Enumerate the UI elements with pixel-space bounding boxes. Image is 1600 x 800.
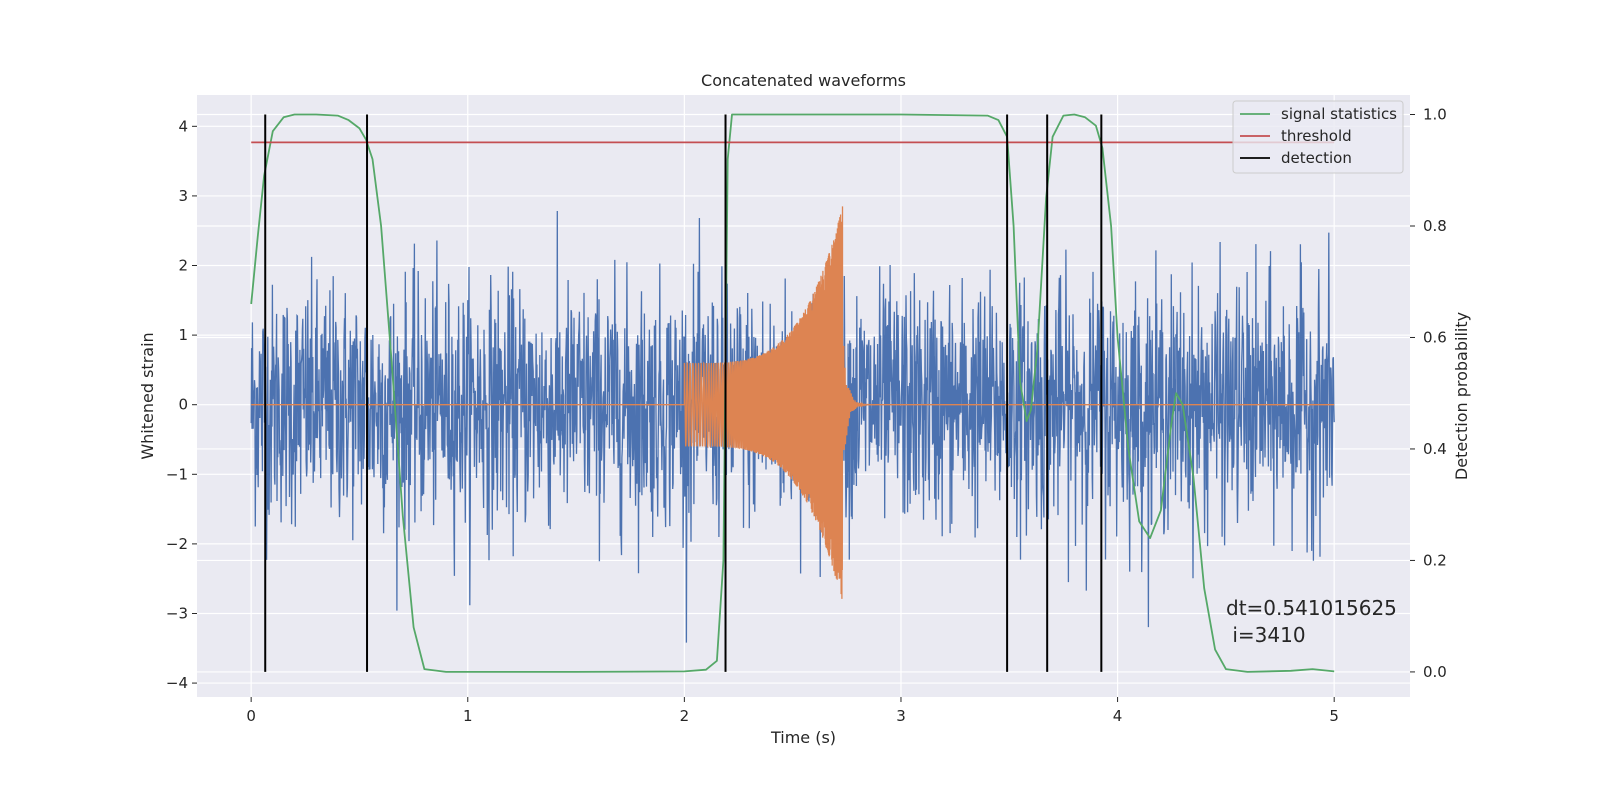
x-tick-label: 1: [463, 707, 473, 725]
legend-box: [1232, 100, 1404, 174]
y2-tick-label: 0.4: [1423, 440, 1447, 458]
y-tick-label: 1: [178, 326, 188, 344]
legend-label: detection: [1281, 149, 1352, 167]
legend: signal statistics threshold detection: [1232, 100, 1404, 174]
annotation-dt: dt=0.541015625: [1226, 596, 1397, 620]
y-tick-label: 3: [178, 187, 188, 205]
y-tick-label: −3: [166, 604, 188, 622]
y2-tick-label: 0.6: [1423, 328, 1447, 346]
annotation-i: i=3410: [1226, 623, 1306, 647]
y2-tick-label: 0.8: [1423, 217, 1447, 235]
x-tick-label: 2: [680, 707, 690, 725]
y2-axis-label: Detection probability: [1452, 312, 1471, 480]
chart-title: Concatenated waveforms: [701, 71, 906, 90]
y-tick-label: −2: [166, 535, 188, 553]
legend-label: signal statistics: [1281, 105, 1397, 123]
x-axis-label: Time (s): [770, 728, 836, 747]
y-tick-label: −4: [166, 674, 188, 692]
y-tick-label: 4: [178, 117, 188, 135]
x-tick-label: 5: [1329, 707, 1339, 725]
series-layer: [250, 113, 1335, 673]
series-template-waveform: [251, 206, 1335, 599]
y2-tick-label: 1.0: [1423, 106, 1447, 124]
legend-label: threshold: [1281, 127, 1352, 145]
x-tick-label: 4: [1113, 707, 1123, 725]
y-axis-label: Whitened strain: [138, 332, 157, 459]
y-tick-label: 2: [178, 257, 188, 275]
ticks: 0 1 2 3 4 5 −4 −3 −2 −1 0 1 2 3 4 0.0 0.2 0.4 0.6 0.8 1.0: [166, 106, 1447, 725]
x-tick-label: 0: [246, 707, 256, 725]
y-tick-label: −1: [166, 465, 188, 483]
x-tick-label: 3: [896, 707, 906, 725]
y2-tick-label: 0.0: [1423, 663, 1447, 681]
y-tick-label: 0: [178, 396, 188, 414]
y2-tick-label: 0.2: [1423, 551, 1447, 569]
